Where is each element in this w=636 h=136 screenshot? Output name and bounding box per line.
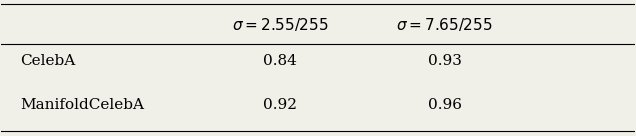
Text: 0.84: 0.84 [263,54,297,68]
Text: 0.92: 0.92 [263,98,297,112]
Text: ManifoldCelebA: ManifoldCelebA [20,98,144,112]
Text: CelebA: CelebA [20,54,76,68]
Text: 0.96: 0.96 [427,98,462,112]
Text: $\sigma = 7.65/255$: $\sigma = 7.65/255$ [396,16,493,33]
Text: $\sigma = 2.55/255$: $\sigma = 2.55/255$ [232,16,328,33]
Text: 0.93: 0.93 [427,54,462,68]
